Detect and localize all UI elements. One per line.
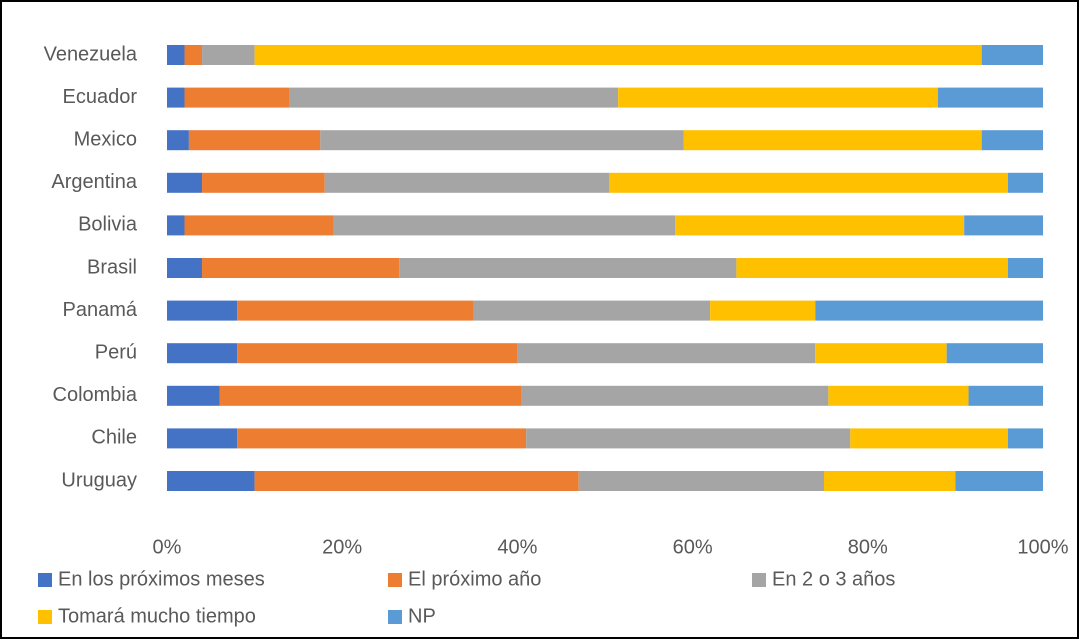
bar-segment <box>237 343 518 364</box>
bar-segment <box>188 130 321 151</box>
x-tick-label: 0% <box>153 536 182 558</box>
bar-segment <box>167 215 185 236</box>
bar-segment <box>981 130 1043 151</box>
bar-segment <box>526 428 851 449</box>
bar-segment <box>964 215 1043 236</box>
bar-segment <box>815 343 947 364</box>
bar-segment <box>521 385 829 406</box>
legend-label: El próximo año <box>408 568 541 590</box>
bar-segment <box>167 385 220 406</box>
bar-segment <box>517 343 816 364</box>
bar-segment <box>828 385 969 406</box>
x-tick-label: 20% <box>322 536 362 558</box>
bar-segment <box>184 87 290 108</box>
bar-segment <box>955 471 1043 491</box>
bar-segment <box>219 385 522 406</box>
bar-segment <box>167 172 203 193</box>
bar-segment <box>237 428 527 449</box>
bar-segment <box>254 471 579 491</box>
legend-label: En 2 o 3 años <box>772 568 895 590</box>
bar-segment <box>167 471 255 491</box>
legend-swatch <box>388 610 402 624</box>
legend-label: NP <box>408 605 436 627</box>
bar-segment <box>1007 258 1043 278</box>
bar-segment <box>202 258 400 278</box>
y-tick-label: Chile <box>91 427 137 449</box>
bar-segment <box>609 172 1008 193</box>
bar-segment <box>202 172 325 193</box>
y-tick-label: Perú <box>95 341 137 363</box>
bar-segment <box>167 130 189 151</box>
bar-segment <box>937 87 1043 108</box>
y-tick-label: Uruguay <box>61 469 137 491</box>
bar-segment <box>184 215 334 236</box>
bar-segment <box>946 343 1043 364</box>
bar-segment <box>289 87 619 108</box>
bar-segment <box>981 45 1043 65</box>
bar-segment <box>320 130 684 151</box>
bar-segment <box>618 87 938 108</box>
bar-segment <box>324 172 610 193</box>
legend-swatch <box>38 610 52 624</box>
y-tick-label: Argentina <box>51 171 137 193</box>
bar-segment <box>1007 172 1043 193</box>
bar-segment <box>167 428 238 449</box>
bar-segment <box>254 45 982 65</box>
bar-segment <box>333 215 676 236</box>
legend-swatch <box>388 573 402 587</box>
bar-segment <box>824 471 956 491</box>
bar-segment <box>1007 428 1043 449</box>
x-tick-label: 40% <box>497 536 537 558</box>
y-tick-label: Venezuela <box>44 43 138 65</box>
bar-segment <box>675 215 965 236</box>
bar-segment <box>167 45 185 65</box>
bar-segment <box>815 300 1043 321</box>
bar-segment <box>237 300 474 321</box>
bar-segment <box>184 45 203 65</box>
y-tick-label: Panamá <box>63 299 138 321</box>
y-tick-label: Ecuador <box>63 86 138 108</box>
bar-segment <box>683 130 982 151</box>
legend-label: En los próximos meses <box>58 568 265 590</box>
bar-segment <box>167 343 238 364</box>
bar-segment <box>399 258 737 278</box>
bar-segment <box>202 45 255 65</box>
y-tick-label: Brasil <box>87 256 137 278</box>
bar-segment <box>167 258 203 278</box>
legend-swatch <box>752 573 766 587</box>
bar-segment <box>473 300 711 321</box>
bar-segment <box>968 385 1043 406</box>
x-tick-label: 100% <box>1017 536 1068 558</box>
bar-segment <box>850 428 1008 449</box>
legend-swatch <box>38 573 52 587</box>
y-tick-label: Colombia <box>53 384 138 406</box>
x-tick-label: 80% <box>848 536 888 558</box>
legend-label: Tomará mucho tiempo <box>58 605 256 627</box>
x-tick-label: 60% <box>673 536 713 558</box>
bar-segment <box>167 87 185 108</box>
bar-segment <box>710 300 816 321</box>
bar-segment <box>578 471 824 491</box>
bar-segment <box>167 300 238 321</box>
y-tick-label: Bolivia <box>78 214 138 236</box>
bar-segment <box>736 258 1008 278</box>
y-tick-label: Mexico <box>74 128 137 150</box>
